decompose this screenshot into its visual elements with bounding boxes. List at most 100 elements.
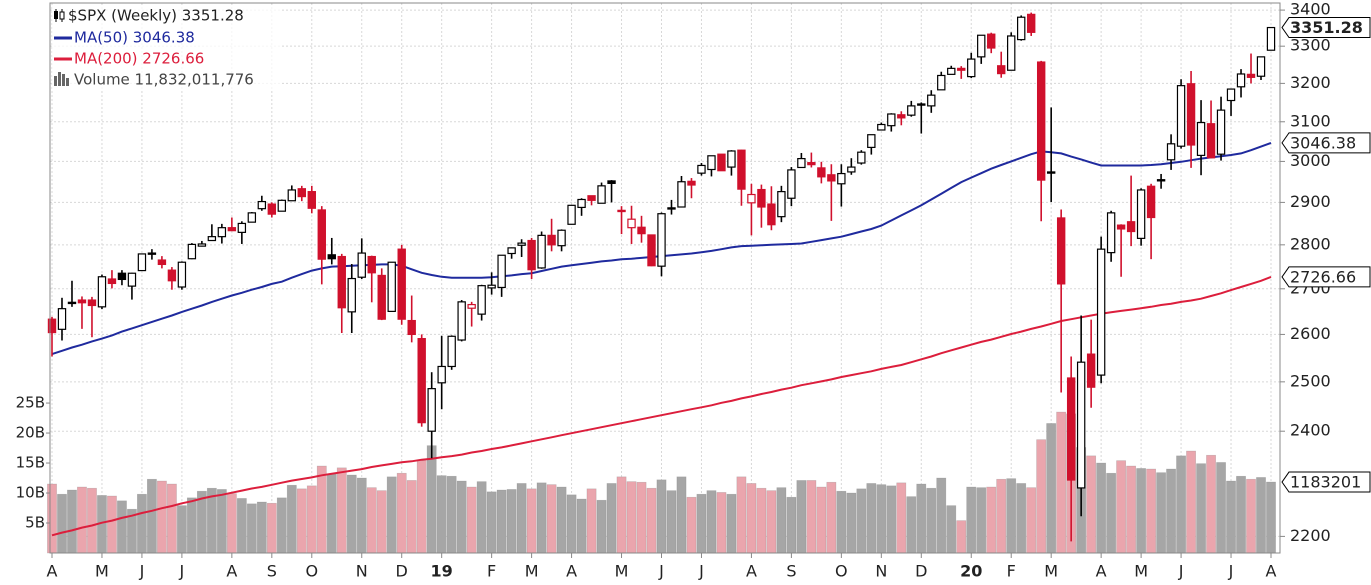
y-tick-label: 2900 [1290, 192, 1331, 211]
volume-bar [406, 480, 417, 554]
candle-body [147, 252, 157, 255]
volume-bar [936, 477, 947, 554]
volume-bar [596, 499, 607, 554]
candle-body [1236, 73, 1246, 88]
candle-body [997, 65, 1006, 75]
volume-bar [526, 488, 537, 554]
candle-body [647, 234, 656, 267]
volume-bar [306, 485, 317, 554]
volume-bar [1166, 468, 1176, 554]
candle-body [1046, 171, 1056, 174]
candle-body [1186, 83, 1196, 146]
legend-label: MA(50) 3046.38 [74, 29, 195, 47]
x-tick-label: J [179, 562, 185, 581]
candle-body [467, 303, 476, 309]
volume-bar [246, 503, 257, 554]
volume-bar [906, 496, 917, 554]
plot-frame [49, 2, 1281, 554]
x-tick-label: M [1044, 562, 1058, 581]
candle-body [527, 239, 536, 271]
candle-body [207, 236, 217, 242]
candle-body [417, 338, 426, 424]
x-tick-label: A [1096, 562, 1107, 581]
x-tick-label: S [267, 562, 277, 581]
candle-body [127, 272, 137, 287]
candle-body [927, 94, 936, 107]
x-tick-label: A [566, 562, 577, 581]
candle-body [317, 209, 326, 260]
candle-body [727, 150, 736, 168]
volume-bar [1156, 472, 1166, 554]
candle-body [677, 181, 686, 208]
candle-body [487, 284, 496, 289]
candle-body [197, 243, 207, 247]
volume-bar [1226, 480, 1236, 554]
candle-body [1266, 26, 1276, 51]
volume-bar [926, 487, 937, 554]
candle-body [687, 180, 696, 186]
candle-body [377, 274, 386, 320]
volume-bar [466, 486, 477, 554]
volume-bar [546, 484, 557, 554]
candle-body [507, 247, 516, 255]
candle-body [97, 276, 107, 308]
candle-body [1106, 212, 1116, 254]
value-tag-label: 1183201 [1290, 473, 1361, 492]
candle-body [817, 167, 826, 178]
x-tick-label: M [525, 562, 539, 581]
volume-bar [896, 482, 907, 554]
y-tick-label: 2200 [1290, 526, 1331, 545]
volume-bar [57, 493, 67, 554]
volume-bar [366, 487, 377, 554]
volume-bar [396, 472, 407, 554]
candle-body [1246, 73, 1256, 78]
candle-body [767, 203, 776, 226]
candle-body [987, 33, 996, 49]
volume-bar [1106, 472, 1117, 554]
volume-bar [736, 476, 747, 554]
candle-body [1126, 221, 1136, 233]
candle-body [1136, 189, 1146, 239]
volume-bar [286, 484, 297, 554]
candle-body [887, 113, 896, 127]
candle-body [1256, 56, 1266, 77]
volume-bar [47, 483, 57, 554]
candle-body [217, 227, 227, 238]
volume-bar [636, 481, 647, 554]
y-tick-label: 3300 [1290, 36, 1331, 55]
value-tag-label: 2726.66 [1290, 267, 1356, 286]
y2-tick-label: 5B [25, 514, 45, 532]
candle-body [357, 252, 366, 278]
x-tick-label: N [356, 562, 368, 581]
candle-body [627, 218, 636, 229]
volume-bar [946, 505, 957, 554]
candle-body [457, 301, 466, 341]
icon-rect [54, 76, 57, 86]
candle-body [897, 114, 906, 119]
y2-tick-label: 15B [16, 454, 45, 472]
volume-bar [576, 498, 587, 554]
candle-body [227, 227, 237, 232]
volume-bar [616, 476, 627, 554]
volume-bar [956, 520, 967, 554]
volume-bar [706, 490, 717, 554]
y2-tick-label: 20B [16, 424, 45, 442]
candle-body [337, 255, 346, 309]
y-tick-label: 2500 [1290, 371, 1331, 390]
y-tick-label: 3000 [1290, 151, 1331, 170]
volume-bar [276, 497, 287, 554]
volume-bar [1036, 439, 1047, 554]
candle-body [697, 164, 706, 174]
candle-body [367, 255, 376, 274]
candle-body [707, 155, 716, 171]
candle-body [1066, 377, 1076, 481]
volume-bar [426, 445, 437, 554]
candle-body [517, 242, 526, 246]
volume-bar [196, 490, 207, 554]
y-tick-label: 2400 [1290, 421, 1331, 440]
candle-body [1086, 353, 1096, 388]
candle-body [797, 157, 806, 169]
candle-body [1146, 185, 1156, 219]
candle-body [787, 169, 796, 199]
